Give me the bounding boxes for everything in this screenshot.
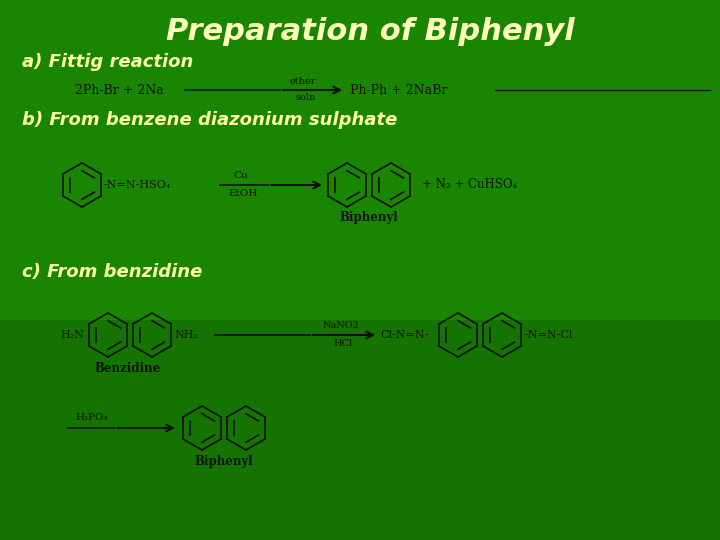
Text: Cu: Cu: [233, 171, 248, 179]
Text: HCl: HCl: [333, 339, 352, 348]
Text: H₂N: H₂N: [60, 330, 84, 340]
Text: Biphenyl: Biphenyl: [340, 211, 398, 224]
Text: EtOH: EtOH: [228, 190, 257, 199]
Text: NH₂: NH₂: [174, 330, 198, 340]
Text: b) From benzene diazonium sulphate: b) From benzene diazonium sulphate: [22, 111, 397, 129]
Text: -N=N-Cl: -N=N-Cl: [525, 330, 573, 340]
Text: a) Fittig reaction: a) Fittig reaction: [22, 53, 194, 71]
Text: ether: ether: [290, 77, 316, 85]
Text: soln: soln: [295, 93, 315, 103]
Text: NaNO2: NaNO2: [323, 321, 360, 329]
Text: H₃PO₄: H₃PO₄: [75, 414, 107, 422]
Text: Biphenyl: Biphenyl: [194, 455, 253, 468]
Text: Benzidine: Benzidine: [95, 362, 161, 375]
Text: Ph-Ph + 2NaBr: Ph-Ph + 2NaBr: [350, 84, 447, 97]
Bar: [0, 320, 720, 540]
Text: + N₂ + CuHSO₄: + N₂ + CuHSO₄: [422, 179, 517, 192]
Text: Preparation of Biphenyl: Preparation of Biphenyl: [166, 17, 575, 46]
Text: 2Ph-Br + 2Na: 2Ph-Br + 2Na: [75, 84, 163, 97]
Text: -N=N-HSO₄: -N=N-HSO₄: [104, 180, 171, 190]
Text: Cl-N=N-: Cl-N=N-: [380, 330, 428, 340]
Text: c) From benzidine: c) From benzidine: [22, 263, 202, 281]
